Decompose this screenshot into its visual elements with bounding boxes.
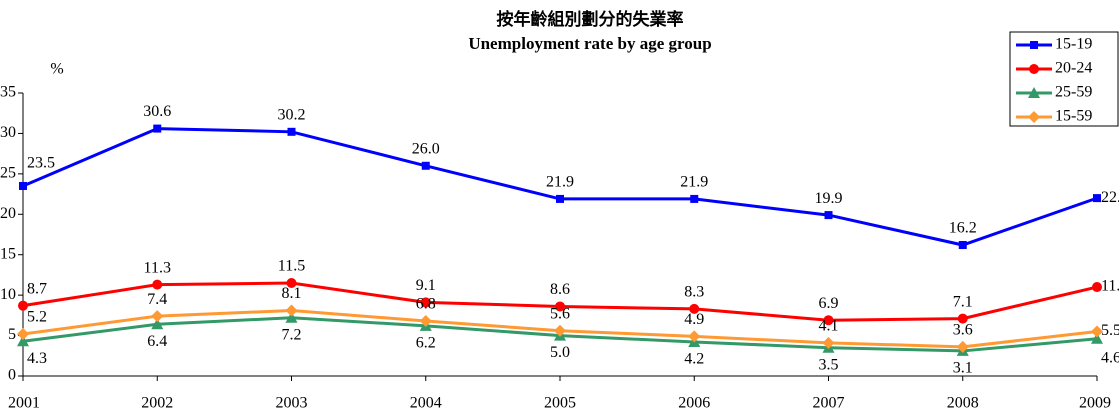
marker <box>824 211 833 220</box>
marker <box>1030 41 1038 49</box>
data-label: 4.1 <box>819 318 839 335</box>
x-tick-label: 2006 <box>678 395 710 412</box>
data-label: 6.8 <box>416 296 436 313</box>
marker <box>1092 282 1102 293</box>
y-tick-label: 20 <box>0 205 16 222</box>
data-label: 8.1 <box>282 285 302 302</box>
data-label: 8.3 <box>684 284 704 301</box>
marker <box>957 313 968 324</box>
legend-label: 25-59 <box>1055 84 1092 101</box>
marker <box>690 194 699 203</box>
data-label: 4.2 <box>684 351 704 368</box>
marker <box>17 327 29 340</box>
data-label: 22.0 <box>1101 189 1119 206</box>
data-label: 4.3 <box>27 350 47 367</box>
marker <box>1029 64 1039 74</box>
marker <box>1028 87 1040 98</box>
data-label: 4.6 <box>1101 349 1119 366</box>
data-label: 30.2 <box>278 106 306 123</box>
data-label: 11.0 <box>1101 278 1119 295</box>
data-label: 7.2 <box>282 326 302 343</box>
legend-label: 15-19 <box>1055 36 1092 53</box>
x-tick-label: 2002 <box>141 395 173 412</box>
data-label: 19.9 <box>815 190 843 207</box>
data-label: 5.2 <box>27 309 47 326</box>
chart-title: 按年齡組別劃分的失業率 <box>497 9 684 30</box>
marker <box>420 297 431 308</box>
data-label: 8.6 <box>550 281 570 298</box>
data-label: 3.6 <box>953 322 973 339</box>
x-tick-label: 2007 <box>813 395 845 412</box>
legend-box <box>1009 31 1119 127</box>
marker <box>688 330 701 343</box>
marker <box>419 315 432 328</box>
data-label: 3.1 <box>953 360 973 377</box>
marker <box>285 304 298 317</box>
marker <box>556 194 564 203</box>
marker <box>151 318 164 330</box>
marker <box>286 278 297 289</box>
legend-label: 15-59 <box>1055 108 1092 125</box>
x-tick-label: 2004 <box>410 395 442 412</box>
legend-label: 20-24 <box>1055 60 1092 77</box>
x-tick-label: 2001 <box>8 395 40 412</box>
marker <box>17 335 29 347</box>
data-label: 9.1 <box>416 277 436 294</box>
y-tick-label: 30 <box>0 124 16 141</box>
data-label: 6.9 <box>819 295 839 312</box>
x-tick-label: 2009 <box>1079 395 1111 412</box>
marker <box>1091 332 1103 344</box>
data-label: 26.0 <box>412 140 440 157</box>
data-label: 11.3 <box>144 259 171 276</box>
chart-subtitle: Unemployment rate by age group <box>468 34 711 53</box>
data-label: 11.5 <box>278 258 305 275</box>
marker <box>153 124 162 133</box>
x-tick-label: 2003 <box>276 395 308 412</box>
data-label: 3.5 <box>819 356 839 373</box>
marker <box>152 279 163 290</box>
marker <box>958 241 967 250</box>
data-label: 21.9 <box>546 174 574 191</box>
y-axis-label: % <box>50 61 63 78</box>
marker <box>19 181 27 190</box>
y-tick-label: 35 <box>0 84 16 101</box>
marker <box>285 311 298 323</box>
marker <box>554 324 566 337</box>
marker <box>1091 325 1103 338</box>
data-label: 7.1 <box>953 293 973 310</box>
marker <box>18 300 28 311</box>
data-label: 8.7 <box>27 280 47 297</box>
y-tick-label: 5 <box>8 326 16 343</box>
marker <box>956 340 969 353</box>
y-tick-label: 0 <box>8 367 16 384</box>
data-label: 6.4 <box>147 333 167 350</box>
data-label: 5.5 <box>1101 322 1119 339</box>
data-label: 23.5 <box>27 155 55 172</box>
marker <box>287 127 296 136</box>
y-tick-label: 15 <box>0 245 16 262</box>
data-label: 5.0 <box>550 344 570 361</box>
marker <box>822 336 835 349</box>
marker <box>1093 194 1101 203</box>
data-label: 30.6 <box>143 103 171 120</box>
data-label: 6.2 <box>416 335 436 352</box>
y-tick-label: 25 <box>0 165 16 182</box>
data-label: 5.6 <box>550 305 570 322</box>
marker <box>151 310 164 323</box>
x-tick-label: 2005 <box>544 395 576 412</box>
data-label: 16.2 <box>949 220 977 237</box>
x-tick-label: 2008 <box>947 395 979 412</box>
marker <box>555 301 565 312</box>
marker <box>421 161 430 170</box>
data-label: 4.9 <box>684 311 704 328</box>
marker <box>689 303 700 314</box>
data-label: 7.4 <box>147 291 167 308</box>
marker <box>823 315 834 326</box>
marker <box>1028 111 1040 123</box>
y-tick-label: 10 <box>0 286 16 303</box>
data-label: 21.9 <box>680 174 708 191</box>
